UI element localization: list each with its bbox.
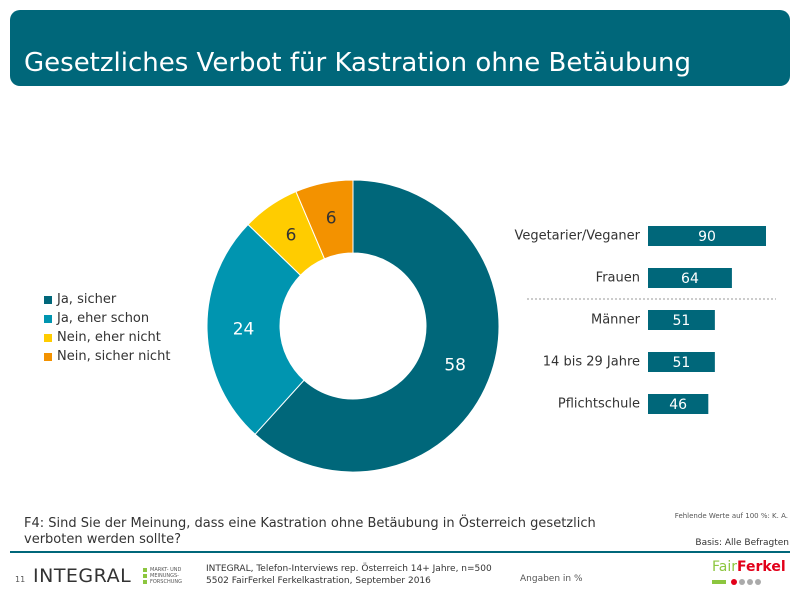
donut-value-label: 58	[444, 355, 466, 375]
page-title: Gesetzliches Verbot für Kastration ohne …	[24, 48, 691, 78]
title-bar: Gesetzliches Verbot für Kastration ohne …	[10, 10, 790, 86]
bar-value-label: 64	[681, 271, 699, 287]
integral-tagline: MARKT- UND MEINUNGS- FORSCHUNG	[150, 567, 182, 585]
legend: Ja, sicher Ja, eher schon Nein, eher nic…	[44, 290, 170, 366]
bar	[648, 268, 732, 288]
units-note: Angaben in %	[520, 574, 583, 584]
bar-category-label: Pflichtschule	[558, 397, 640, 412]
bar-category-label: Vegetarier/Veganer	[514, 229, 640, 244]
pig-logo-icon	[712, 579, 761, 585]
tagline-line: FORSCHUNG	[150, 579, 182, 585]
donut-slice	[206, 223, 305, 435]
bar	[648, 226, 766, 246]
basis-note: Basis: Alle Befragten	[695, 538, 789, 548]
donut-value-label: 24	[233, 320, 255, 340]
legend-swatch	[44, 333, 52, 342]
bar	[648, 352, 715, 372]
legend-item-ja-sicher: Ja, sicher	[44, 290, 170, 309]
bar	[648, 394, 709, 414]
legend-label: Nein, eher nicht	[57, 330, 161, 345]
fairferkel-logo: FairFerkel	[712, 559, 786, 585]
legend-label: Ja, sicher	[57, 292, 117, 307]
bar-value-label: 46	[669, 397, 687, 413]
tagline-line: MEINUNGS-	[150, 573, 179, 579]
donut-slice	[254, 179, 500, 473]
legend-swatch	[44, 295, 52, 304]
legend-item-nein-eher-nicht: Nein, eher nicht	[44, 328, 170, 347]
bar-value-label: 90	[698, 229, 716, 245]
donut-slice	[295, 179, 354, 260]
legend-label: Ja, eher schon	[57, 311, 150, 326]
legend-swatch	[44, 352, 52, 361]
bar-category-label: Männer	[591, 313, 641, 328]
page-number: 11	[15, 575, 26, 584]
legend-item-nein-sicher-nicht: Nein, sicher nicht	[44, 347, 170, 366]
footer: 11 INTEGRAL MARKT- UND MEINUNGS- FORSCHU…	[0, 553, 800, 600]
missing-values-note: Fehlende Werte auf 100 %: K. A.	[674, 512, 788, 520]
logo-part-fair: Fair	[712, 559, 737, 575]
bar	[648, 310, 715, 330]
donut-value-label: 6	[286, 226, 297, 246]
legend-label: Nein, sicher nicht	[57, 349, 171, 364]
legend-item-ja-eher-schon: Ja, eher schon	[44, 309, 170, 328]
integral-logo-bars-icon	[143, 568, 147, 584]
legend-swatch	[44, 314, 52, 323]
logo-part-ferkel: Ferkel	[737, 559, 786, 575]
bar-category-label: 14 bis 29 Jahre	[543, 355, 640, 370]
tagline-line: MARKT- UND	[150, 567, 182, 573]
bar-value-label: 51	[673, 355, 691, 371]
bar-category-label: Frauen	[596, 271, 640, 286]
survey-question: F4: Sind Sie der Meinung, dass eine Kast…	[24, 516, 596, 547]
source-info: INTEGRAL, Telefon-Interviews rep. Österr…	[206, 563, 492, 587]
source-line: 5502 FairFerkel Ferkelkastration, Septem…	[206, 576, 431, 586]
source-line: INTEGRAL, Telefon-Interviews rep. Österr…	[206, 564, 492, 574]
integral-logo: INTEGRAL	[33, 565, 132, 587]
footer-divider	[10, 551, 790, 553]
donut-value-label: 6	[326, 209, 337, 229]
bar-value-label: 51	[673, 313, 691, 329]
